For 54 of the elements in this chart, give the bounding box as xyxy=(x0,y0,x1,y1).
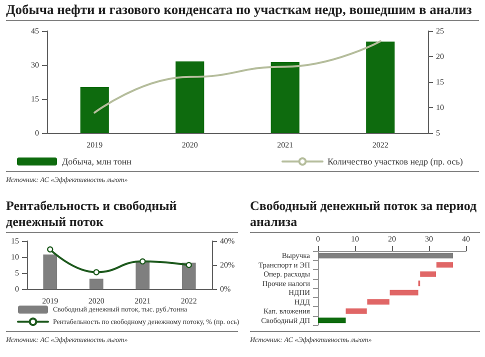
y-tick-label: 15 xyxy=(11,236,19,246)
y2-tick-label: 10 xyxy=(436,103,444,112)
bar xyxy=(346,308,367,314)
bar xyxy=(318,252,454,258)
bar xyxy=(270,62,300,133)
x-tick-label: 2020 xyxy=(182,140,198,150)
chart-title: Добыча нефти и газового конденсата по участкам недр, вошедшим в анализ xyxy=(6,2,479,21)
y2-tick-label: 20 xyxy=(436,52,444,61)
chart-title: Рентабельность и свободный денежный поток xyxy=(6,198,238,233)
bar xyxy=(367,299,390,305)
y2-tick-label: 15 xyxy=(436,78,444,86)
x-tick-label: 2020 xyxy=(88,296,104,306)
y-tick-label: 10 xyxy=(11,252,19,262)
y2-tick-label: 40% xyxy=(220,236,235,246)
x-tick-label: 2019 xyxy=(86,140,103,150)
chart-title: Свободный денежный поток за период анализа xyxy=(250,198,480,233)
point xyxy=(140,258,146,264)
x-tick-label: 2019 xyxy=(42,296,58,306)
x-tick-label: 2022 xyxy=(180,296,197,306)
bar xyxy=(390,290,418,296)
y-tick-label: 0 xyxy=(35,128,39,138)
x-tick-label: 2021 xyxy=(134,296,151,306)
x-tick-label: 2021 xyxy=(277,140,294,150)
bar xyxy=(43,254,58,289)
bar xyxy=(136,262,150,289)
bar xyxy=(80,86,109,133)
bar xyxy=(318,318,346,324)
y2-tick-label: 0% xyxy=(220,284,231,294)
x-tick-label: 2022 xyxy=(372,140,388,150)
point xyxy=(47,246,54,252)
x-tick-label: 30 xyxy=(425,234,433,244)
bar xyxy=(420,271,436,277)
bar xyxy=(436,262,454,268)
bar xyxy=(182,262,196,289)
bar xyxy=(366,42,395,133)
x-tick-label: 40 xyxy=(462,234,470,244)
x-tick-label: 10 xyxy=(351,234,359,244)
x-tick-label: 0 xyxy=(316,234,320,244)
y2-tick-label: 25 xyxy=(436,26,444,36)
bar xyxy=(89,278,104,289)
y2-tick-label: 20% xyxy=(220,260,235,270)
legend-label: Добыча, млн тонн xyxy=(62,156,132,166)
y-tick-label: 15 xyxy=(31,94,39,104)
bar xyxy=(176,61,204,133)
point xyxy=(93,269,100,276)
legend-label: Количество участков недр (пр. ось) xyxy=(327,156,463,166)
x-tick-label: 20 xyxy=(388,234,396,244)
line-series xyxy=(94,40,382,114)
y-tick-label: 45 xyxy=(31,26,39,36)
y-tick-label: 0 xyxy=(15,284,19,294)
y2-tick-label: 5 xyxy=(436,128,440,138)
point xyxy=(186,262,192,268)
y-tick-label: 5 xyxy=(15,268,19,278)
y-tick-label: 30 xyxy=(31,60,39,70)
